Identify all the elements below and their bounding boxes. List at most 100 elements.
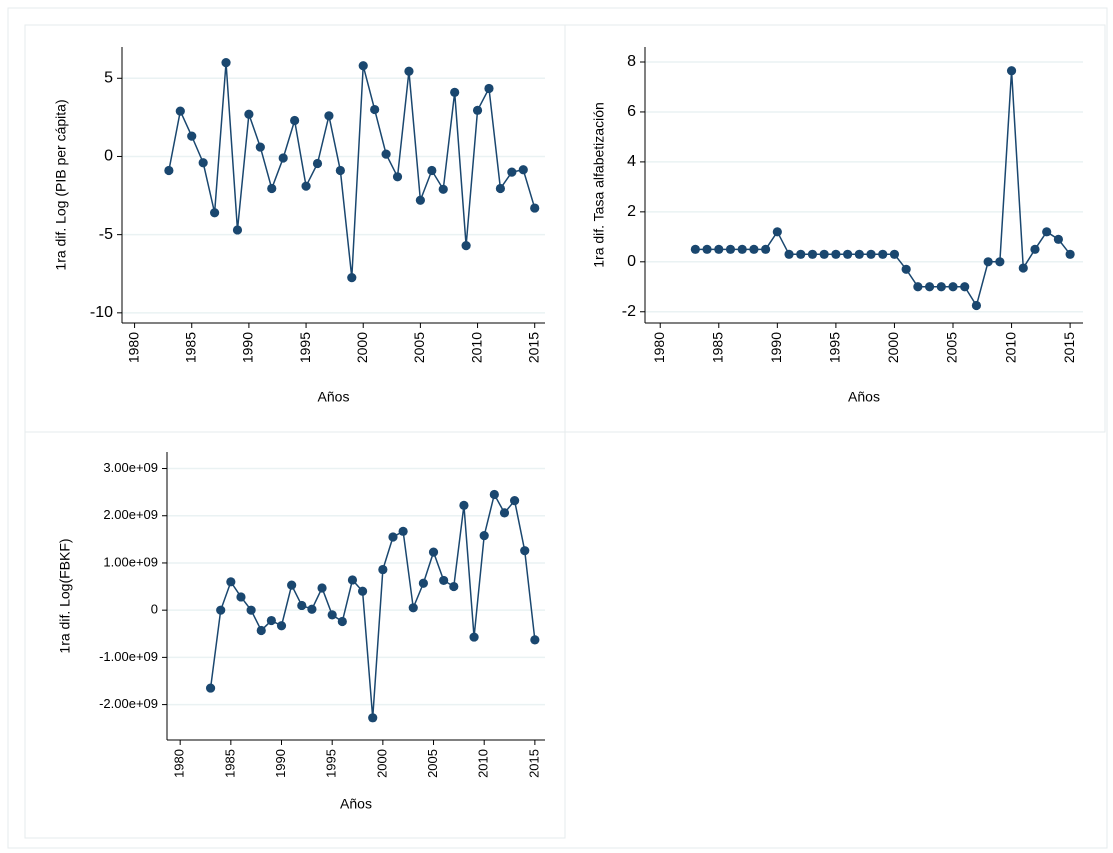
- data-point: [205, 683, 216, 693]
- data-point: [392, 172, 403, 182]
- data-point: [520, 546, 530, 556]
- y-tick-label: -2: [622, 303, 636, 320]
- data-point: [831, 249, 841, 259]
- data-point: [175, 106, 185, 116]
- data-point: [324, 111, 334, 121]
- x-tick-label: 2005: [425, 749, 440, 778]
- y-axis-title: 1ra dif. Tasa alfabetización: [591, 102, 607, 268]
- data-point: [749, 244, 759, 254]
- data-point: [307, 604, 317, 614]
- x-tick-label: 2015: [1061, 332, 1077, 363]
- data-point: [530, 635, 540, 645]
- x-tick-label: 1980: [172, 749, 187, 778]
- data-point: [210, 208, 220, 218]
- data-point: [807, 249, 818, 259]
- data-point: [266, 615, 276, 626]
- data-point: [725, 244, 736, 254]
- data-point: [1053, 234, 1064, 244]
- data-point: [415, 195, 425, 205]
- x-tick-label: 2000: [354, 332, 370, 363]
- data-point: [198, 158, 208, 168]
- data-point: [221, 58, 231, 68]
- x-tick-label: 2015: [526, 749, 541, 778]
- data-point: [427, 165, 437, 176]
- x-tick-label: 1995: [297, 332, 313, 363]
- data-point: [796, 249, 806, 259]
- data-point: [461, 240, 471, 251]
- data-point: [378, 564, 388, 575]
- y-tick-label: 2.00e+09: [103, 507, 158, 522]
- y-tick-label: 1.00e+09: [103, 554, 158, 569]
- data-point: [216, 605, 226, 615]
- data-point: [530, 203, 540, 213]
- data-point: [244, 109, 254, 119]
- y-tick-label: -5: [99, 226, 113, 243]
- data-point: [232, 225, 243, 235]
- data-point: [287, 580, 297, 590]
- y-tick-label: -1.00e+09: [99, 649, 158, 664]
- data-point: [388, 532, 398, 542]
- data-point: [1065, 249, 1075, 259]
- data-point: [327, 610, 337, 620]
- data-point: [312, 158, 323, 169]
- data-point: [290, 115, 300, 126]
- data-point: [761, 244, 771, 254]
- data-point: [450, 87, 460, 97]
- x-tick-label: 1985: [222, 749, 237, 778]
- x-tick-label: 2015: [525, 332, 541, 363]
- panel-frame: [24, 24, 566, 433]
- data-point: [428, 547, 439, 557]
- data-point: [164, 165, 174, 176]
- data-point: [469, 632, 479, 642]
- x-axis-title: Años: [340, 796, 372, 812]
- data-point: [737, 244, 747, 254]
- data-point: [1030, 244, 1040, 254]
- x-tick-label: 1995: [324, 749, 339, 778]
- data-point: [518, 165, 528, 175]
- data-point: [484, 83, 494, 94]
- data-point: [256, 625, 266, 636]
- x-tick-label: 2005: [411, 332, 427, 363]
- data-point: [702, 244, 712, 254]
- panel-frame: [564, 24, 1106, 433]
- data-point: [358, 61, 368, 71]
- data-point: [1018, 263, 1028, 273]
- data-point: [971, 300, 982, 311]
- x-tick-label: 1980: [651, 332, 667, 363]
- y-tick-label: -10: [90, 304, 113, 321]
- data-point: [1006, 66, 1017, 76]
- data-point: [398, 526, 408, 536]
- y-tick-label: 4: [627, 153, 636, 170]
- data-point: [472, 105, 483, 115]
- data-point: [983, 257, 993, 267]
- x-tick-label: 1990: [768, 332, 784, 363]
- data-point: [439, 575, 449, 586]
- x-tick-label: 1990: [273, 749, 288, 778]
- data-point: [357, 586, 368, 596]
- data-point: [772, 227, 782, 237]
- data-point: [404, 66, 414, 76]
- data-point: [995, 257, 1005, 267]
- x-tick-label: 2010: [468, 332, 484, 363]
- data-point: [1042, 227, 1052, 237]
- data-point: [495, 183, 506, 194]
- data-point: [843, 249, 853, 259]
- y-tick-label: 6: [627, 103, 636, 120]
- data-point: [913, 282, 923, 292]
- data-point: [479, 530, 489, 541]
- data-point: [489, 489, 499, 500]
- x-axis-title: Años: [848, 389, 880, 405]
- x-tick-label: 1980: [125, 332, 141, 363]
- x-tick-label: 2010: [1002, 332, 1018, 363]
- y-tick-label: 3.00e+09: [103, 460, 158, 475]
- data-point: [901, 264, 911, 274]
- y-tick-label: 5: [104, 69, 113, 86]
- x-tick-label: 2000: [374, 749, 389, 778]
- data-point: [226, 577, 236, 587]
- x-tick-label: 1985: [709, 332, 725, 363]
- data-point: [276, 621, 287, 631]
- data-point: [267, 183, 277, 194]
- data-point: [960, 282, 970, 292]
- data-point: [381, 149, 391, 159]
